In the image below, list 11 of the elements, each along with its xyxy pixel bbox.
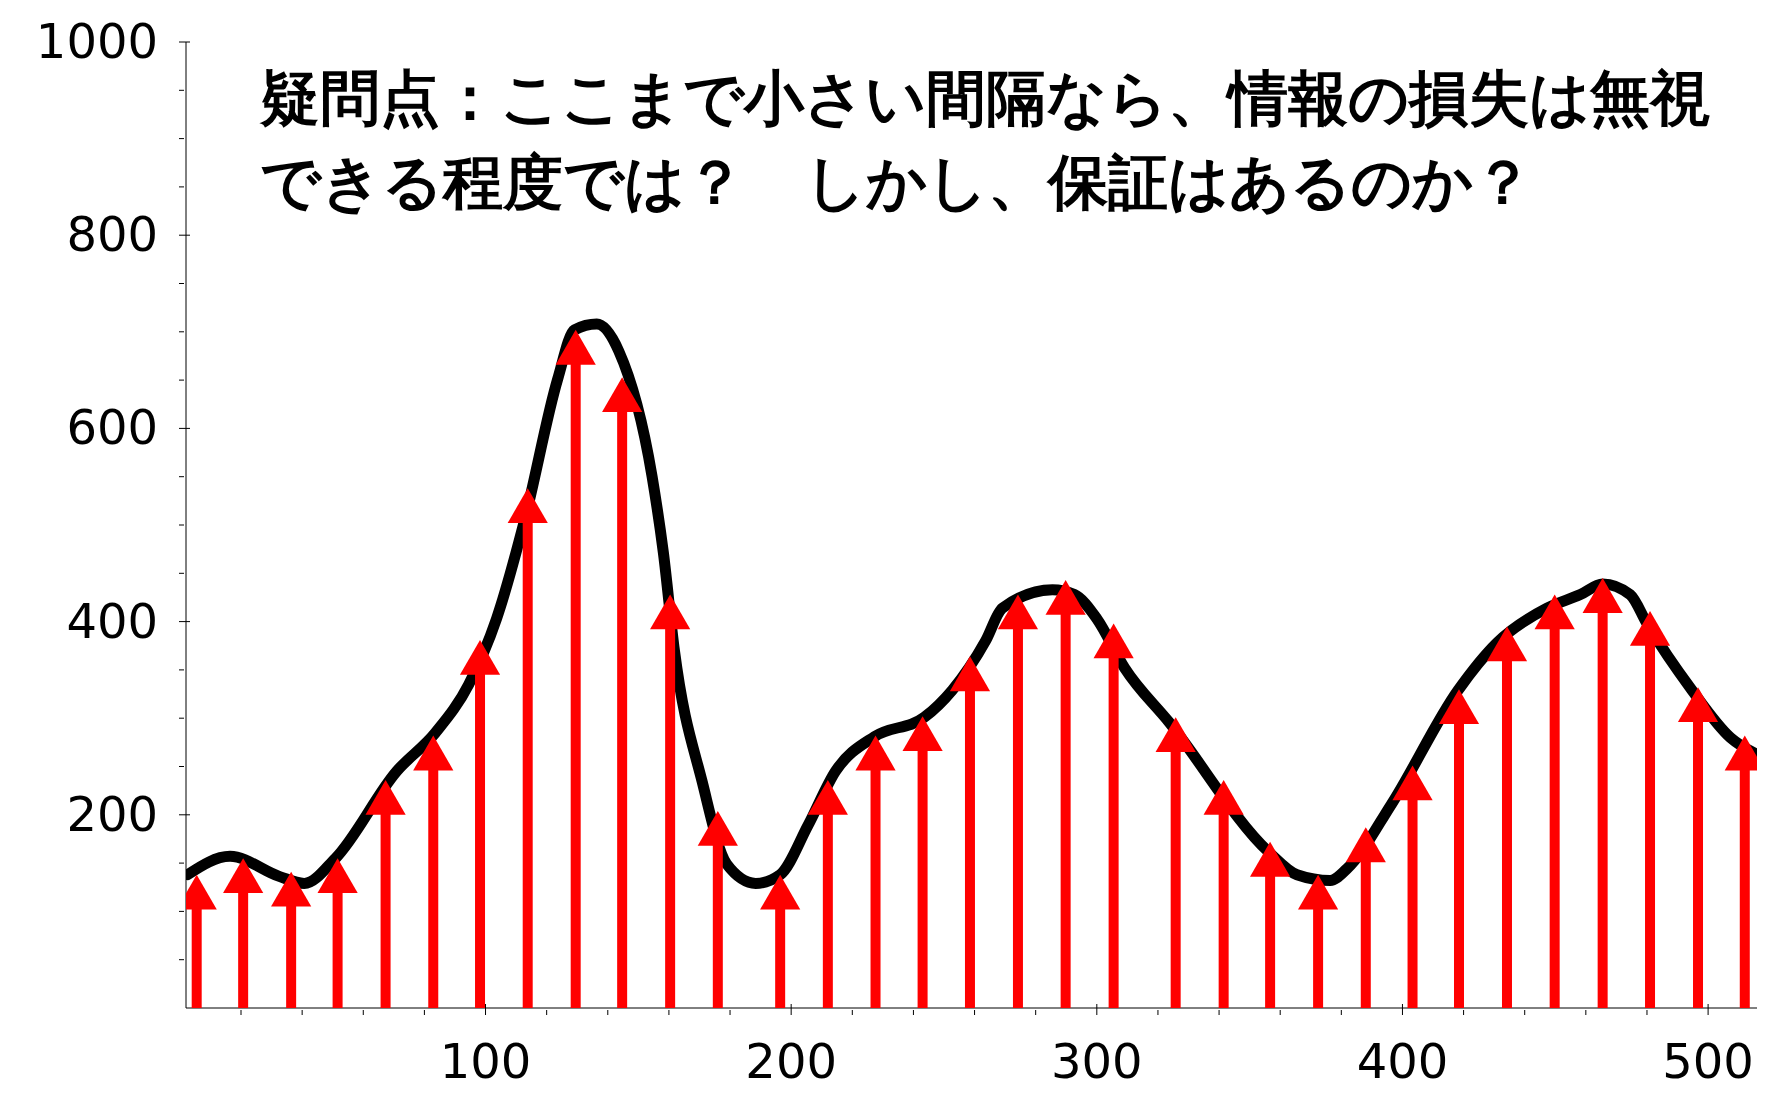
x-tick-label: 200 bbox=[745, 1033, 837, 1089]
y-tick-label: 1000 bbox=[35, 13, 158, 69]
y-tick-label: 400 bbox=[66, 592, 158, 649]
x-tick-label: 500 bbox=[1662, 1033, 1754, 1089]
x-tick-label: 400 bbox=[1356, 1033, 1449, 1089]
x-tick-label: 300 bbox=[1051, 1033, 1143, 1089]
y-tick-label: 600 bbox=[66, 399, 158, 456]
y-tick-label: 200 bbox=[66, 785, 158, 842]
x-tick-label: 100 bbox=[439, 1033, 532, 1089]
annotation: 疑問点：ここまで小さい間隔なら、情報の損失は無視できる程度では？ しかし、保証はあるのか？ bbox=[260, 62, 1711, 219]
y-tick-label: 800 bbox=[66, 206, 158, 263]
